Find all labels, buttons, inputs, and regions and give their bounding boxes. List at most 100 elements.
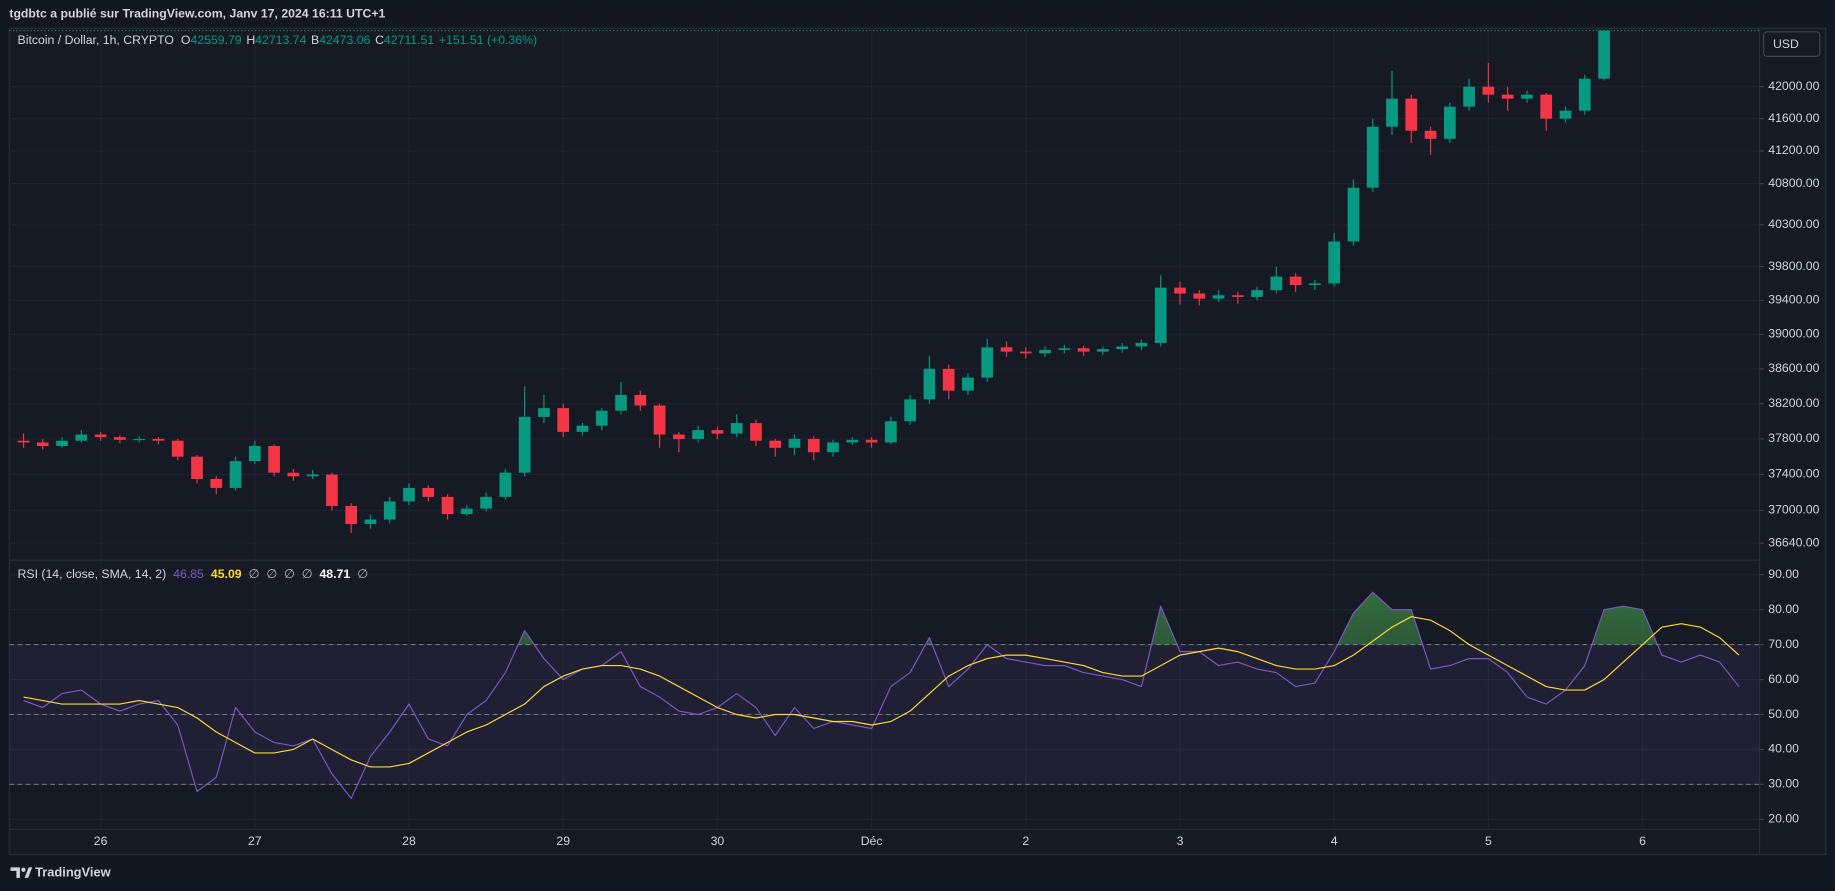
logo-dot: [21, 867, 26, 872]
indicator-value: ∅: [266, 567, 277, 581]
candle-body: [1540, 94, 1553, 119]
candle-body: [1521, 94, 1533, 99]
candle-body: [268, 446, 280, 473]
chart-frame: [8, 27, 1827, 856]
indicator-value: 48.71: [319, 567, 350, 581]
x-tick-label: 30: [711, 834, 725, 848]
candle-body: [36, 442, 49, 447]
indicator-title: RSI (14, close, SMA, 14, 2): [18, 567, 167, 581]
chart-layer: 26 27 28 29 30 Déc 2 3 4 5 6 36640.00 37000.00 37400.…: [9, 28, 1820, 848]
candle-body: [210, 478, 223, 488]
indicator-value: ∅: [284, 567, 295, 581]
ohlc-value: 42473.06: [319, 33, 370, 47]
candle-body: [595, 410, 608, 426]
candle-body: [499, 472, 512, 497]
candle-body: [1559, 110, 1572, 119]
candle-body: [1251, 290, 1263, 297]
indicator-value: ∅: [249, 567, 260, 581]
candle-body: [865, 439, 878, 443]
candle-body: [287, 472, 300, 477]
candle-body: [615, 395, 627, 411]
currency-box[interactable]: [1763, 31, 1821, 57]
y-tick-label: 37000.00: [1768, 503, 1819, 517]
candle-body: [1309, 283, 1321, 286]
candle-body: [17, 440, 30, 443]
x-tick-label: 2: [1022, 834, 1029, 848]
y-tick-label: 80.00: [1768, 602, 1799, 616]
candle-body: [538, 408, 550, 417]
candle-body: [1231, 295, 1244, 297]
candle-body: [345, 505, 358, 525]
ohlc-value: 42713.74: [255, 33, 306, 47]
candle-body: [306, 474, 319, 477]
candle-body: [807, 438, 820, 453]
rsi-band: [9, 644, 1759, 785]
candle-body: [326, 474, 338, 506]
y-tick-label: 41200.00: [1768, 143, 1819, 157]
candle-body: [441, 496, 454, 515]
candle-body: [634, 395, 647, 406]
y-tick-label: 39000.00: [1768, 327, 1819, 341]
candle-body: [1482, 86, 1495, 95]
x-tick-label: 27: [248, 834, 262, 848]
candle-body: [1463, 86, 1475, 107]
candle-body: [673, 434, 685, 439]
rsi-legend: RSI (14, close, SMA, 14, 2) 46.85 45.09 ∅ ∅ ∅…: [18, 567, 368, 581]
candle-body: [711, 430, 724, 434]
candle-body: [885, 421, 897, 443]
candle-body: [229, 461, 242, 488]
x-tick-label: 6: [1639, 834, 1646, 848]
x-tick-label: 4: [1331, 834, 1338, 848]
rsi-line: [23, 616, 1740, 768]
candle-body: [191, 456, 203, 479]
candle-body: [383, 501, 396, 520]
overbought-fill: [518, 592, 1658, 645]
candle-body: [1598, 30, 1610, 79]
candle-body: [750, 423, 762, 441]
candle-body: [904, 399, 917, 422]
y-tick-label: 90.00: [1768, 567, 1799, 581]
x-tick-label: 26: [94, 834, 108, 848]
logo-shape: [10, 867, 20, 878]
candle-body: [1154, 287, 1167, 344]
y-tick-label: 30.00: [1768, 777, 1799, 791]
candle-body: [1174, 287, 1186, 294]
x-tick-label: Déc: [861, 834, 883, 848]
candle-body: [248, 446, 261, 462]
x-tick-label: 28: [402, 834, 416, 848]
y-tick-label: 38600.00: [1768, 361, 1819, 375]
price-legend: Bitcoin / Dollar, 1h, CRYPTO O42559.79 H42…: [18, 33, 538, 47]
candle-body: [1366, 126, 1379, 188]
y-tick-label: 60.00: [1768, 672, 1799, 686]
candle-body: [1097, 349, 1109, 352]
candle-body: [923, 368, 936, 400]
currency-button[interactable]: USD: [1763, 31, 1821, 57]
y-tick-label: 37800.00: [1768, 431, 1819, 445]
candle-body: [364, 519, 377, 525]
candle-body: [846, 439, 859, 443]
candle-body: [1000, 347, 1013, 352]
ohlc-label: H: [246, 33, 255, 47]
y-tick-label: 50.00: [1768, 707, 1799, 721]
currency-label[interactable]: USD: [1773, 37, 1799, 51]
y-tick-label: 38200.00: [1768, 396, 1819, 410]
candle-body: [1405, 98, 1418, 131]
y-tick-label: 40.00: [1768, 742, 1799, 756]
candle-body: [114, 437, 126, 440]
footer-logo: [10, 867, 33, 878]
y-tick-label: 39800.00: [1768, 259, 1819, 273]
candle-body: [1328, 241, 1341, 284]
y-tick-label: 41600.00: [1768, 111, 1819, 125]
candle-body: [788, 438, 801, 448]
candle-body: [1501, 94, 1514, 99]
y-tick-label: 40800.00: [1768, 176, 1819, 190]
candle-body: [1270, 276, 1283, 291]
candle-body: [981, 347, 994, 378]
change-value: +151.51 (+0.36%): [439, 33, 537, 47]
symbol-title: Bitcoin / Dollar, 1h, CRYPTO: [18, 33, 174, 47]
candle-body: [403, 487, 415, 502]
candle-body: [133, 438, 146, 441]
footer-brand: TradingView: [35, 865, 112, 880]
